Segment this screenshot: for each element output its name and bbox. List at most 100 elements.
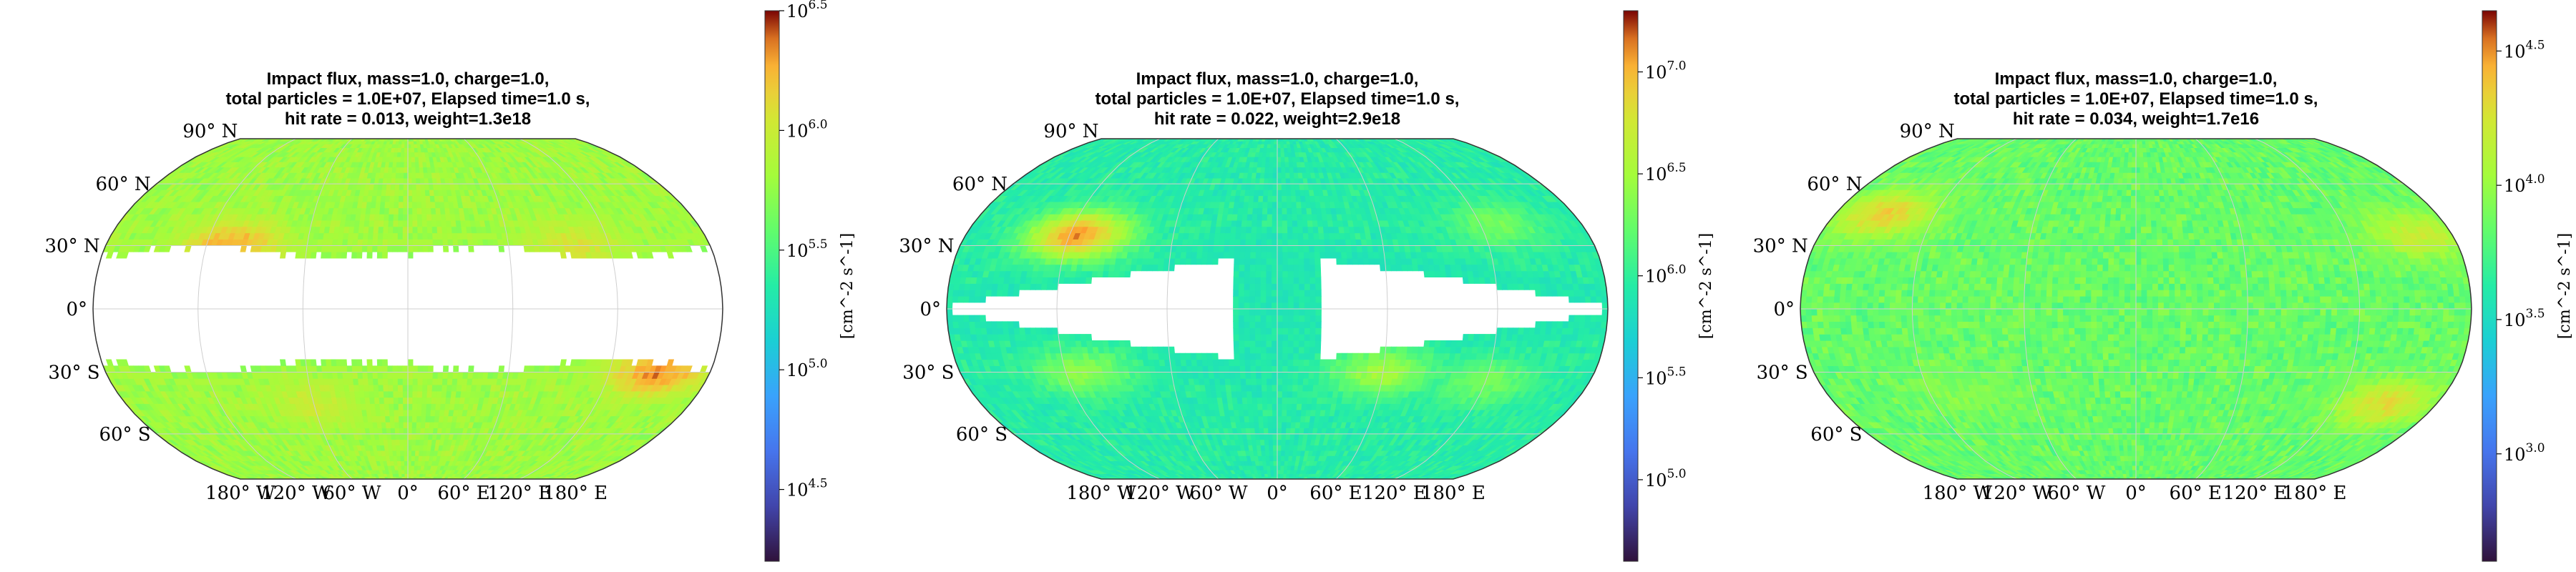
heat-cell	[412, 365, 419, 373]
heat-cell	[321, 365, 328, 373]
heat-cell	[434, 409, 441, 417]
heat-cell	[367, 232, 374, 240]
heat-cell	[336, 251, 343, 259]
heat-cell	[366, 251, 373, 259]
heat-cell	[426, 207, 432, 214]
heat-cell	[424, 428, 430, 435]
heat-cell	[386, 177, 392, 184]
heat-cell	[403, 207, 409, 214]
heat-cell	[560, 359, 567, 367]
heat-cell	[411, 172, 416, 179]
heat-cell	[403, 421, 409, 428]
heat-cell	[412, 378, 419, 385]
heat-cell	[434, 201, 441, 209]
heat-cell	[358, 232, 364, 240]
heat-cell	[404, 460, 409, 466]
heat-cell	[421, 409, 427, 417]
heat-cell	[341, 359, 348, 367]
heat-cell	[353, 226, 360, 234]
heat-cell	[369, 214, 376, 221]
heat-cell	[399, 189, 404, 197]
heat-cell	[397, 239, 404, 246]
heat-cell	[356, 365, 363, 373]
heat-cell	[379, 207, 386, 214]
heat-cell	[416, 415, 422, 423]
heat-cell	[392, 450, 397, 456]
heat-cell	[331, 359, 337, 367]
heat-cell	[411, 189, 417, 197]
heat-cell	[351, 359, 358, 367]
heat-cell	[430, 409, 436, 417]
heat-cell	[331, 245, 338, 252]
heat-cell	[407, 359, 414, 367]
heat-cell	[381, 183, 388, 190]
heat-cell	[395, 172, 401, 179]
heat-cell	[399, 195, 404, 202]
heat-cell	[396, 450, 401, 456]
heat-cell	[431, 384, 438, 392]
heat-cell	[411, 460, 416, 466]
heat-cell	[666, 251, 675, 259]
heat-cell	[372, 372, 379, 379]
heat-cell	[353, 232, 359, 240]
heat-cell	[381, 251, 388, 259]
heat-cell	[352, 372, 358, 379]
heat-cell	[382, 372, 389, 379]
heat-cell	[404, 469, 409, 474]
heat-cell	[383, 220, 389, 227]
heat-cell	[357, 372, 364, 379]
heat-cell	[368, 226, 374, 234]
heat-cell	[411, 428, 417, 435]
heat-cell	[416, 207, 423, 214]
heat-cell	[407, 152, 412, 157]
heat-cell	[422, 378, 429, 385]
heat-cell	[407, 473, 411, 477]
heat-cell	[390, 183, 396, 190]
heat-cell	[398, 214, 404, 221]
heat-cell	[381, 189, 387, 197]
heat-cell	[412, 239, 419, 246]
heat-cell	[279, 251, 287, 259]
heat-cell	[352, 239, 358, 246]
heat-cell	[403, 415, 409, 423]
heat-cell	[382, 378, 389, 385]
heat-cell	[441, 378, 449, 385]
heat-cell	[367, 372, 374, 379]
heat-cell	[432, 232, 439, 240]
heat-cell	[414, 162, 420, 168]
heat-cell	[398, 409, 404, 417]
heat-cell	[394, 195, 400, 202]
heat-cell	[402, 214, 409, 221]
heat-cell	[407, 445, 412, 451]
heat-cell	[407, 390, 414, 398]
heat-cell	[389, 201, 395, 209]
heat-cell	[386, 428, 391, 435]
heat-cell	[363, 226, 370, 234]
heat-cell	[376, 415, 382, 423]
heat-cell	[370, 403, 376, 410]
heat-cell	[379, 409, 386, 417]
heat-cell	[420, 189, 426, 197]
heat-cell	[427, 245, 434, 252]
heat-cell	[457, 372, 464, 379]
heat-cell	[407, 397, 414, 404]
heat-cell	[371, 409, 377, 417]
heat-cell	[367, 378, 374, 385]
heatmap-cells	[102, 139, 711, 479]
heat-cell	[364, 214, 371, 221]
heat-cell	[331, 365, 338, 373]
heat-cell	[412, 384, 419, 392]
heat-cell	[399, 433, 404, 440]
heat-cell	[388, 226, 394, 234]
heat-cell	[343, 232, 349, 240]
heat-cell	[416, 177, 421, 184]
heat-cell	[362, 239, 369, 246]
heat-cell	[397, 226, 404, 234]
heat-cell	[432, 239, 439, 246]
heat-cell	[407, 251, 414, 259]
heat-cell	[427, 365, 434, 373]
heat-cell	[404, 152, 409, 157]
heat-cell	[369, 390, 375, 398]
heat-cell	[326, 251, 332, 259]
heat-cell	[387, 172, 393, 179]
